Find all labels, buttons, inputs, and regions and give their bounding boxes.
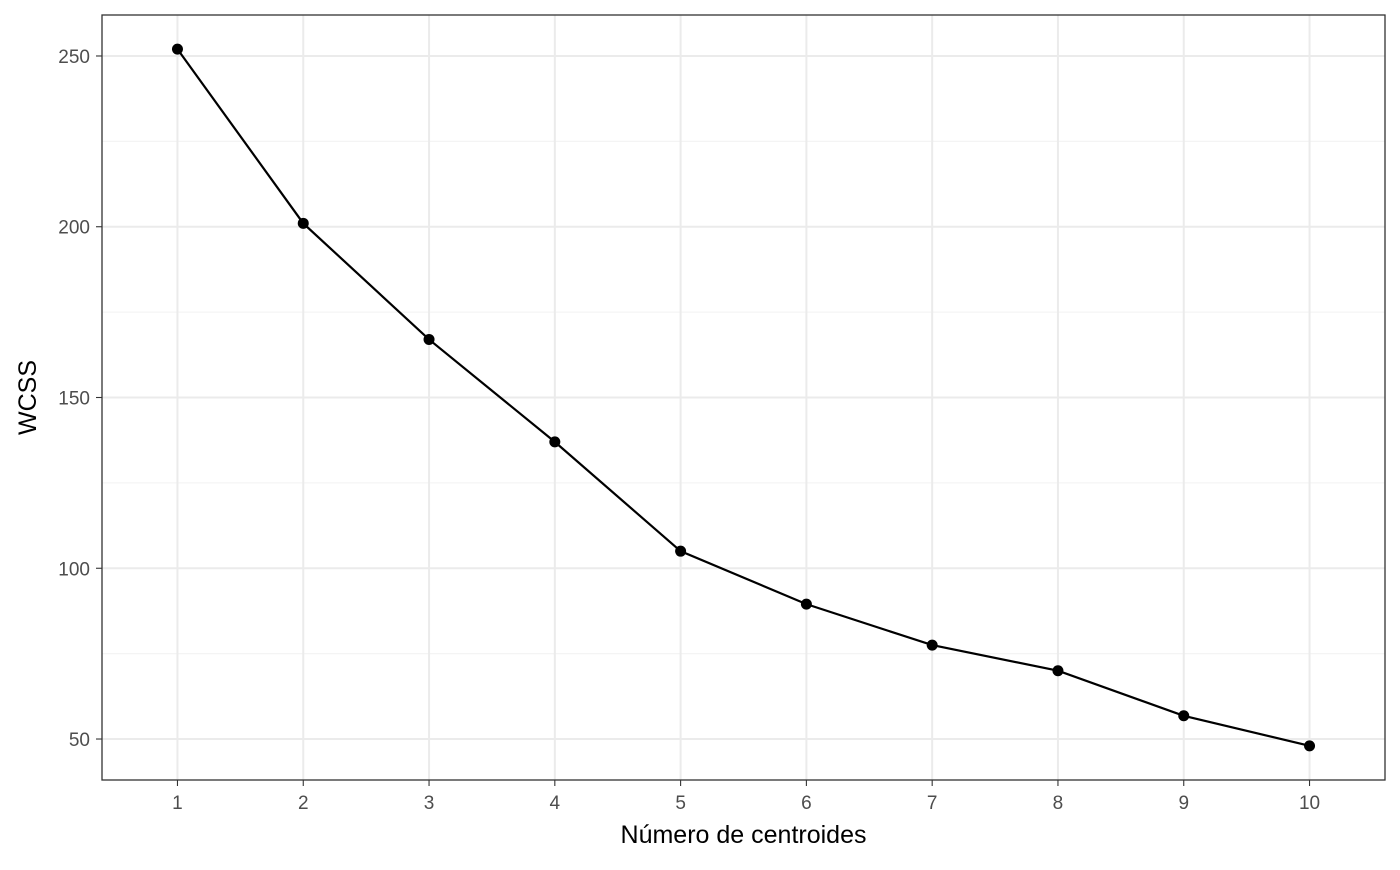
data-point [549,436,561,448]
y-axis-title: WCSS [14,360,42,435]
x-tick-label: 8 [1053,793,1064,814]
data-point [926,639,938,651]
x-tick-label: 4 [550,793,561,814]
y-tick-label: 200 [58,218,90,239]
x-tick-label: 6 [801,793,812,814]
x-tick-label: 7 [927,793,938,814]
y-tick-label: 50 [69,730,90,751]
plot-panel-border [101,14,1386,781]
data-point [675,545,687,557]
x-tick-label: 5 [675,793,686,814]
x-tick-label: 1 [172,793,183,814]
data-point [171,43,183,55]
data-series [171,43,1316,752]
data-point [1052,665,1064,677]
data-point [1178,710,1190,722]
y-tick-label: 250 [58,47,90,68]
y-tick-label: 100 [58,559,90,580]
y-tick-label: 150 [58,389,90,410]
data-point [297,217,309,229]
x-tick-label: 3 [424,793,435,814]
data-point [800,598,812,610]
x-tick-label: 10 [1299,793,1320,814]
x-axis-title: Número de centroides [621,821,867,849]
x-tick-label: 9 [1178,793,1189,814]
data-point [1304,740,1316,752]
data-point [423,333,435,345]
wcss-series-line [176,48,1310,747]
x-tick-label: 2 [298,793,309,814]
grid-lines [102,15,1385,780]
axis-ticks: 50 100 150 200 250 1 2 3 4 5 6 7 8 9 10 [58,47,1320,814]
